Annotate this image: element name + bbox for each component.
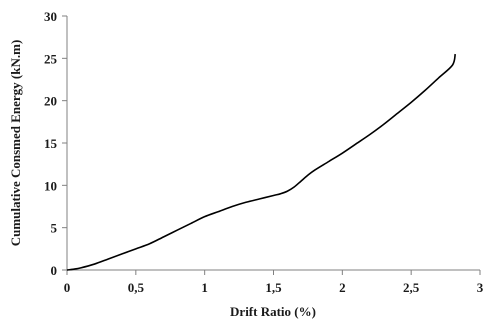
y-axis-title: Cumulative Consmed Energy (kN.m)	[8, 40, 23, 247]
x-tick-label: 1,5	[265, 280, 282, 295]
x-tick-label: 2,5	[403, 280, 420, 295]
y-tick-labels: 0 5 10 15 20 25 30	[44, 9, 58, 278]
y-tick-label: 5	[51, 221, 58, 236]
x-tick-labels: 0 0,5 1 1,5 2 2,5 3	[64, 280, 484, 295]
tick-marks	[62, 15, 481, 275]
x-tick-label: 1	[201, 280, 208, 295]
series-line-0	[66, 53, 457, 271]
axes	[66, 16, 480, 271]
y-tick-label: 25	[44, 51, 58, 66]
x-tick-label: 0	[64, 280, 71, 295]
y-tick-label: 30	[44, 9, 57, 24]
series-lines	[66, 53, 457, 271]
x-tick-label: 3	[477, 280, 484, 295]
y-tick-label: 0	[51, 263, 58, 278]
x-tick-label: 2	[339, 280, 346, 295]
x-tick-label: 0,5	[128, 280, 145, 295]
y-tick-label: 15	[44, 136, 58, 151]
x-axis-title: Drift Ratio (%)	[230, 304, 316, 319]
y-tick-label: 10	[44, 178, 57, 193]
y-tick-label: 20	[44, 94, 57, 109]
